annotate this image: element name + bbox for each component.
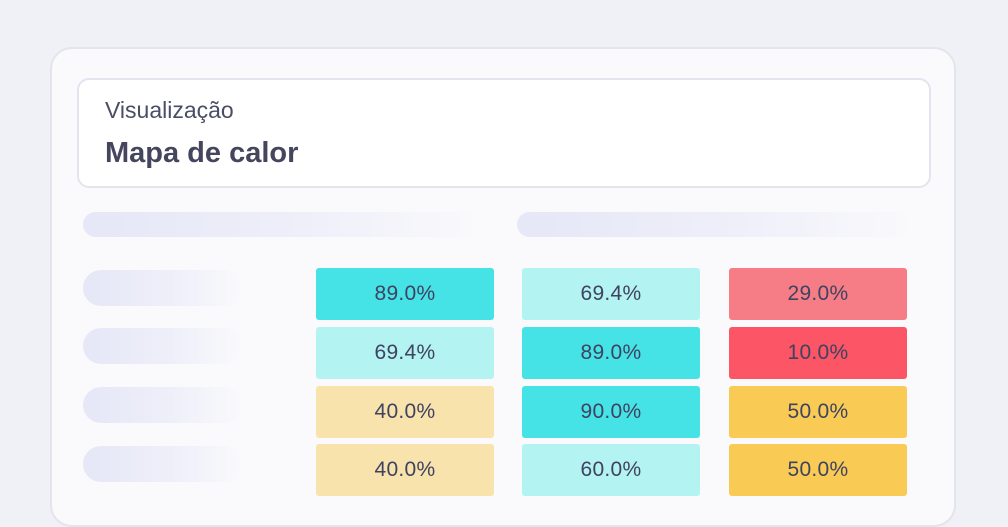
heatmap-cell-r3-c1: 40.0%: [316, 386, 494, 438]
header-card: Visualização Mapa de calor: [77, 78, 931, 188]
column-header-placeholder-left: [83, 212, 483, 237]
row-label-placeholder-2: [83, 328, 243, 364]
heatmap-cell-r4-c3: 50.0%: [729, 444, 907, 496]
heatmap-cell-r2-c3: 10.0%: [729, 327, 907, 379]
heatmap-cell-r1-c2: 69.4%: [522, 268, 700, 320]
header-subtitle: Visualização: [105, 97, 234, 123]
heatmap-cell-r1-c3: 29.0%: [729, 268, 907, 320]
heatmap-cell-r4-c2: 60.0%: [522, 444, 700, 496]
row-label-placeholder-1: [83, 270, 243, 306]
row-label-placeholder-4: [83, 446, 243, 482]
row-label-placeholder-3: [83, 387, 243, 423]
heatmap-cell-r3-c2: 90.0%: [522, 386, 700, 438]
heatmap-cell-r4-c1: 40.0%: [316, 444, 494, 496]
heatmap-cell-r2-c2: 89.0%: [522, 327, 700, 379]
heatmap-cell-r2-c1: 69.4%: [316, 327, 494, 379]
heatmap-cell-r1-c1: 89.0%: [316, 268, 494, 320]
page-title: Mapa de calor: [105, 137, 299, 169]
heatmap-cell-r3-c3: 50.0%: [729, 386, 907, 438]
column-header-placeholder-right: [517, 212, 917, 237]
